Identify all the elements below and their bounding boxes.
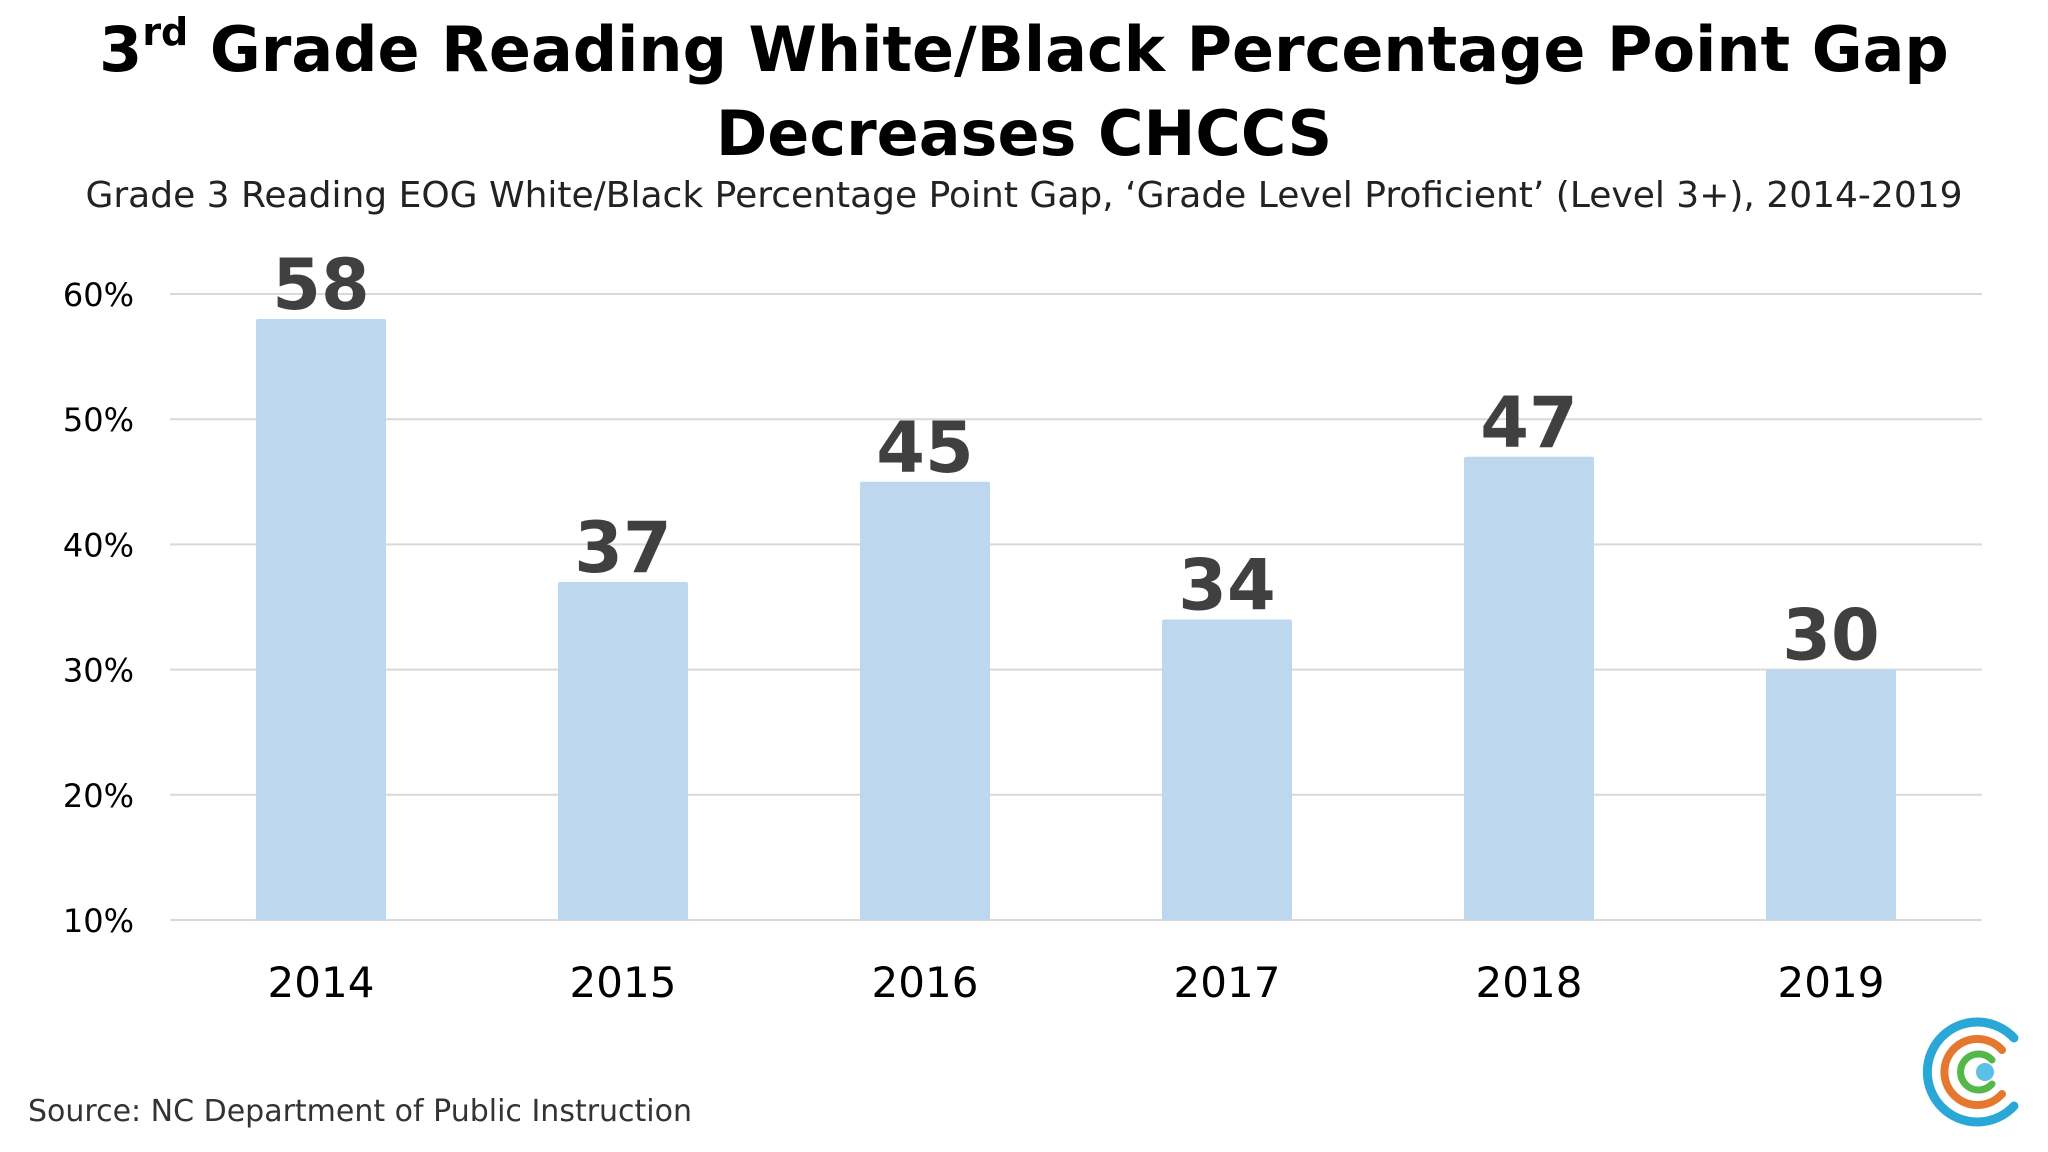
data-label: 45 — [876, 407, 973, 489]
data-label: 58 — [272, 244, 369, 326]
bar — [1162, 619, 1292, 920]
x-tick-label: 2018 — [1476, 958, 1583, 1007]
title-prefix: 3 — [99, 13, 143, 86]
y-tick-label: 40% — [63, 526, 134, 564]
x-tick-label: 2014 — [268, 958, 375, 1007]
y-tick-label: 30% — [63, 652, 134, 690]
y-tick-label: 10% — [63, 902, 134, 940]
data-label: 34 — [1178, 545, 1275, 627]
bar — [860, 481, 990, 920]
y-tick-label: 20% — [63, 777, 134, 815]
chart-subtitle: Grade 3 Reading EOG White/Black Percenta… — [85, 175, 1963, 216]
bar — [1766, 669, 1896, 920]
x-tick-label: 2017 — [1174, 958, 1281, 1007]
data-label: 47 — [1480, 382, 1577, 464]
x-tick-label: 2019 — [1778, 958, 1885, 1007]
y-tick-label: 60% — [63, 276, 134, 314]
x-tick-label: 2016 — [872, 958, 979, 1007]
y-tick-label: 50% — [63, 401, 134, 439]
bar — [256, 319, 386, 920]
concentric-c-logo-icon — [1922, 1017, 2019, 1127]
data-label: 37 — [574, 507, 671, 589]
bar — [558, 581, 688, 920]
source-note: Source: NC Department of Public Instruct… — [28, 1094, 693, 1129]
title-rest: Grade Reading White/Black Percentage Poi… — [188, 13, 1949, 170]
x-tick-label: 2015 — [570, 958, 677, 1007]
data-label: 30 — [1782, 595, 1879, 677]
bar — [1464, 456, 1594, 920]
chart-title: 3rd Grade Reading White/Black Percentage… — [0, 8, 2048, 176]
title-superscript: rd — [142, 10, 189, 54]
